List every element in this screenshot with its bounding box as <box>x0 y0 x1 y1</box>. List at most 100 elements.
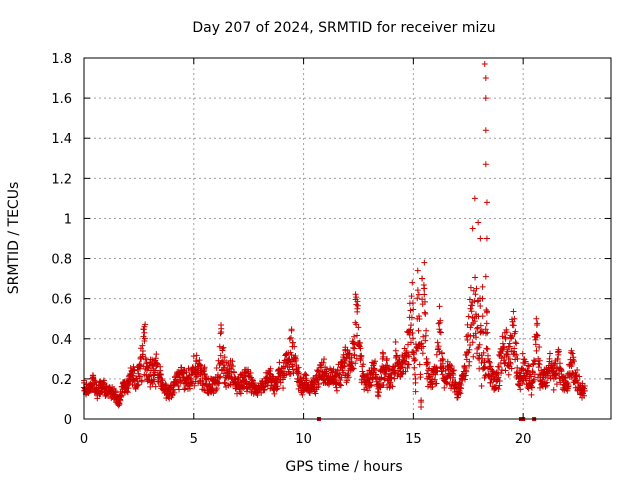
data-point <box>356 340 363 347</box>
data-point <box>474 325 481 332</box>
data-point <box>471 297 478 304</box>
data-point <box>187 376 194 383</box>
data-point <box>432 371 439 378</box>
data-point <box>133 375 140 382</box>
data-point <box>352 291 359 298</box>
data-point <box>571 358 578 365</box>
data-point <box>513 340 520 347</box>
data-point <box>391 375 398 382</box>
data-point <box>581 392 588 399</box>
data-point <box>469 339 476 346</box>
data-point <box>411 357 418 364</box>
data-point <box>315 381 322 388</box>
data-point <box>479 283 486 290</box>
data-point <box>450 372 457 379</box>
data-point <box>528 384 535 391</box>
data-point <box>384 362 391 369</box>
data-point <box>420 343 427 350</box>
data-point <box>138 378 145 385</box>
data-point <box>423 370 430 377</box>
data-point <box>529 361 536 368</box>
data-point <box>245 366 252 373</box>
data-point <box>434 339 441 346</box>
data-point <box>504 351 511 358</box>
data-point <box>358 352 365 359</box>
data-point <box>175 383 182 390</box>
data-point <box>153 351 160 358</box>
data-point <box>288 326 295 333</box>
data-point <box>486 359 493 366</box>
data-point <box>484 345 491 352</box>
data-point <box>482 330 489 337</box>
data-point <box>507 360 514 367</box>
data-point <box>468 308 475 315</box>
data-point <box>442 367 449 374</box>
data-point <box>367 382 374 389</box>
data-point <box>315 383 322 390</box>
data-point <box>329 369 336 376</box>
data-point <box>458 385 465 392</box>
data-point <box>501 360 508 367</box>
data-point <box>139 342 146 349</box>
data-point <box>429 383 436 390</box>
data-point <box>556 360 563 367</box>
data-point <box>142 365 149 372</box>
data-point <box>483 199 490 206</box>
data-point <box>221 379 228 386</box>
data-point <box>123 388 130 395</box>
x-tick-label: 0 <box>80 432 88 447</box>
data-point <box>274 377 281 384</box>
data-point <box>297 374 304 381</box>
data-point <box>493 369 500 376</box>
data-point <box>499 333 506 340</box>
data-point <box>481 365 488 372</box>
data-point <box>353 294 360 301</box>
data-point <box>534 320 541 327</box>
data-point <box>462 372 469 379</box>
data-point <box>470 353 477 360</box>
data-point <box>411 351 418 358</box>
data-point <box>475 219 482 226</box>
data-point <box>419 350 426 357</box>
data-point <box>409 279 416 286</box>
data-point <box>496 382 503 389</box>
data-point <box>421 291 428 298</box>
data-point <box>557 379 564 386</box>
data-point <box>420 333 427 340</box>
data-point <box>137 373 144 380</box>
data-point <box>531 376 538 383</box>
data-point <box>355 324 362 331</box>
data-point <box>478 352 485 359</box>
data-point <box>407 326 414 333</box>
data-point <box>412 379 419 386</box>
data-point <box>581 387 588 394</box>
data-point <box>505 371 512 378</box>
data-point <box>330 376 337 383</box>
data-point <box>346 350 353 357</box>
data-point <box>574 367 581 374</box>
data-point <box>292 357 299 364</box>
data-point <box>473 334 480 341</box>
data-point <box>385 373 392 380</box>
data-point <box>87 381 94 388</box>
data-point <box>434 367 441 374</box>
y-tick-label: 0 <box>64 413 72 428</box>
data-point <box>476 341 483 348</box>
data-point <box>404 328 411 335</box>
data-point <box>422 310 429 317</box>
data-point <box>443 379 450 386</box>
data-point <box>433 351 440 358</box>
data-point <box>444 358 451 365</box>
data-point <box>422 332 429 339</box>
data-point <box>418 398 425 405</box>
data-point <box>219 347 226 354</box>
data-point <box>152 367 159 374</box>
data-point <box>528 373 535 380</box>
data-point <box>469 302 476 309</box>
data-point <box>155 378 162 385</box>
data-point <box>467 324 474 331</box>
data-point <box>410 306 417 313</box>
y-tick-label: 1.4 <box>51 132 72 147</box>
data-point <box>522 358 529 365</box>
data-point <box>392 347 399 354</box>
